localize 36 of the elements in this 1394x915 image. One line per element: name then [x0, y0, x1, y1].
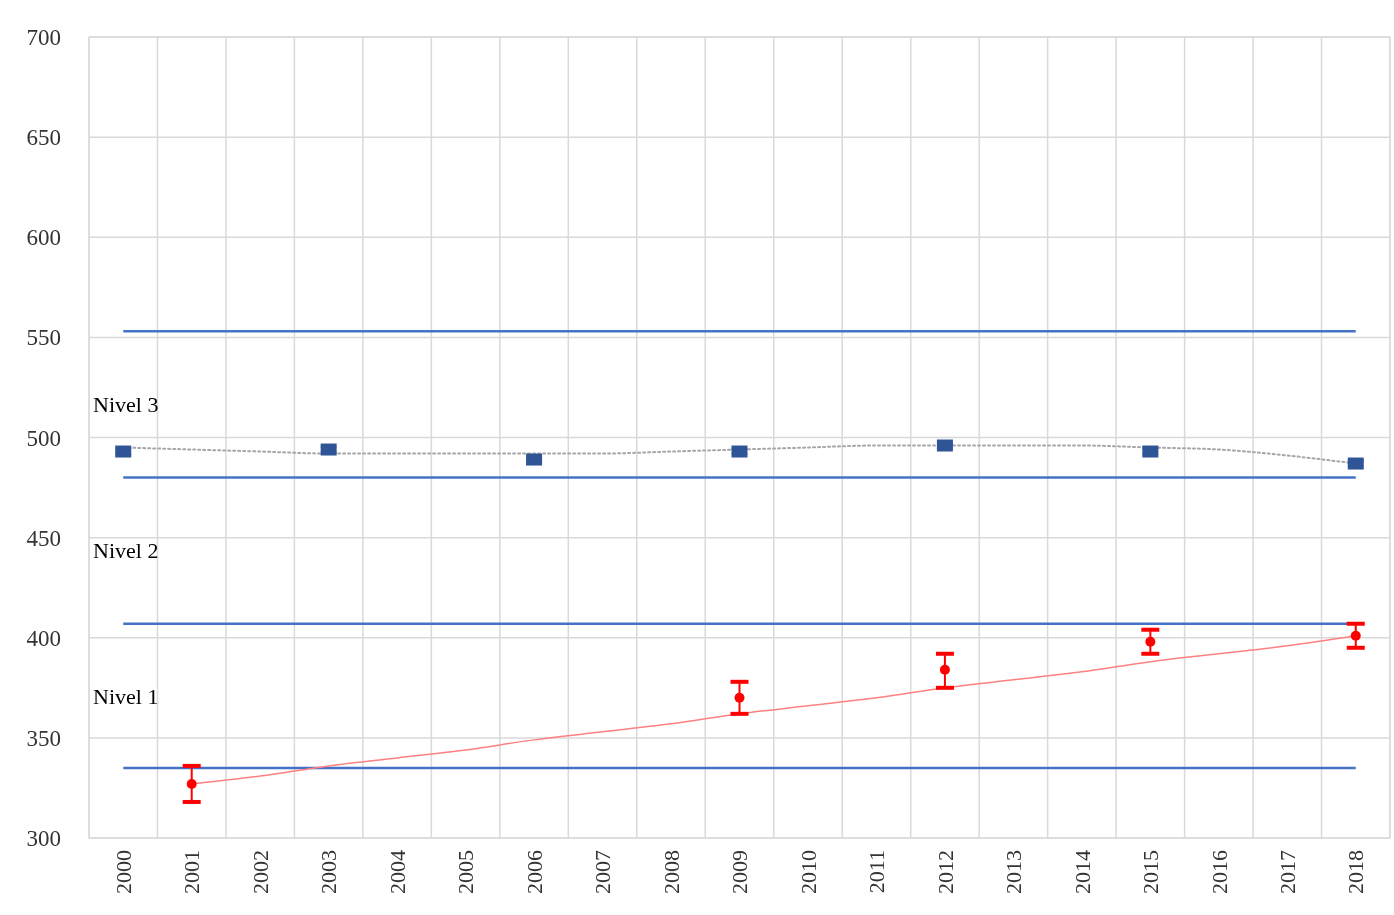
point — [1350, 630, 1361, 641]
point — [1145, 636, 1156, 647]
x-tick-label: 2002 — [247, 850, 273, 894]
x-tick-label: 2014 — [1069, 850, 1095, 894]
x-tick-label: 2001 — [179, 850, 205, 894]
annotation: Nivel 2 — [93, 538, 159, 564]
y-tick-label: 550 — [26, 325, 61, 351]
y-tick-label: 300 — [26, 826, 61, 852]
annotation: Nivel 1 — [93, 683, 159, 709]
x-tick-label: 2008 — [658, 850, 684, 894]
x-tick-label: 2018 — [1343, 850, 1369, 894]
y-tick-label: 400 — [26, 625, 61, 651]
x-tick-label: 2009 — [727, 850, 753, 894]
x-tick-label: 2005 — [453, 850, 479, 894]
x-tick-label: 2015 — [1138, 850, 1164, 894]
x-tick-label: 2004 — [384, 850, 410, 894]
x-tick-label: 2000 — [110, 850, 136, 894]
point — [939, 664, 950, 675]
point — [186, 778, 197, 789]
y-tick-label: 500 — [26, 425, 61, 451]
x-tick-label: 2007 — [590, 850, 616, 894]
x-tick-label: 2013 — [1001, 850, 1027, 894]
y-tick-label: 450 — [26, 525, 61, 551]
x-tick-label: 2003 — [316, 850, 342, 894]
x-tick-label: 2010 — [795, 850, 821, 894]
x-tick-label: 2017 — [1274, 850, 1300, 894]
x-tick-label: 2016 — [1206, 850, 1232, 894]
x-tick-label: 2012 — [932, 850, 958, 894]
y-tick-label: 650 — [26, 125, 61, 151]
annotation: Nivel 3 — [93, 392, 159, 418]
x-tick-label: 2011 — [864, 850, 890, 894]
point — [734, 692, 745, 703]
y-tick-label: 700 — [26, 25, 61, 51]
x-tick-label: 2006 — [521, 850, 547, 894]
y-tick-label: 350 — [26, 725, 61, 751]
y-tick-label: 600 — [26, 225, 61, 251]
